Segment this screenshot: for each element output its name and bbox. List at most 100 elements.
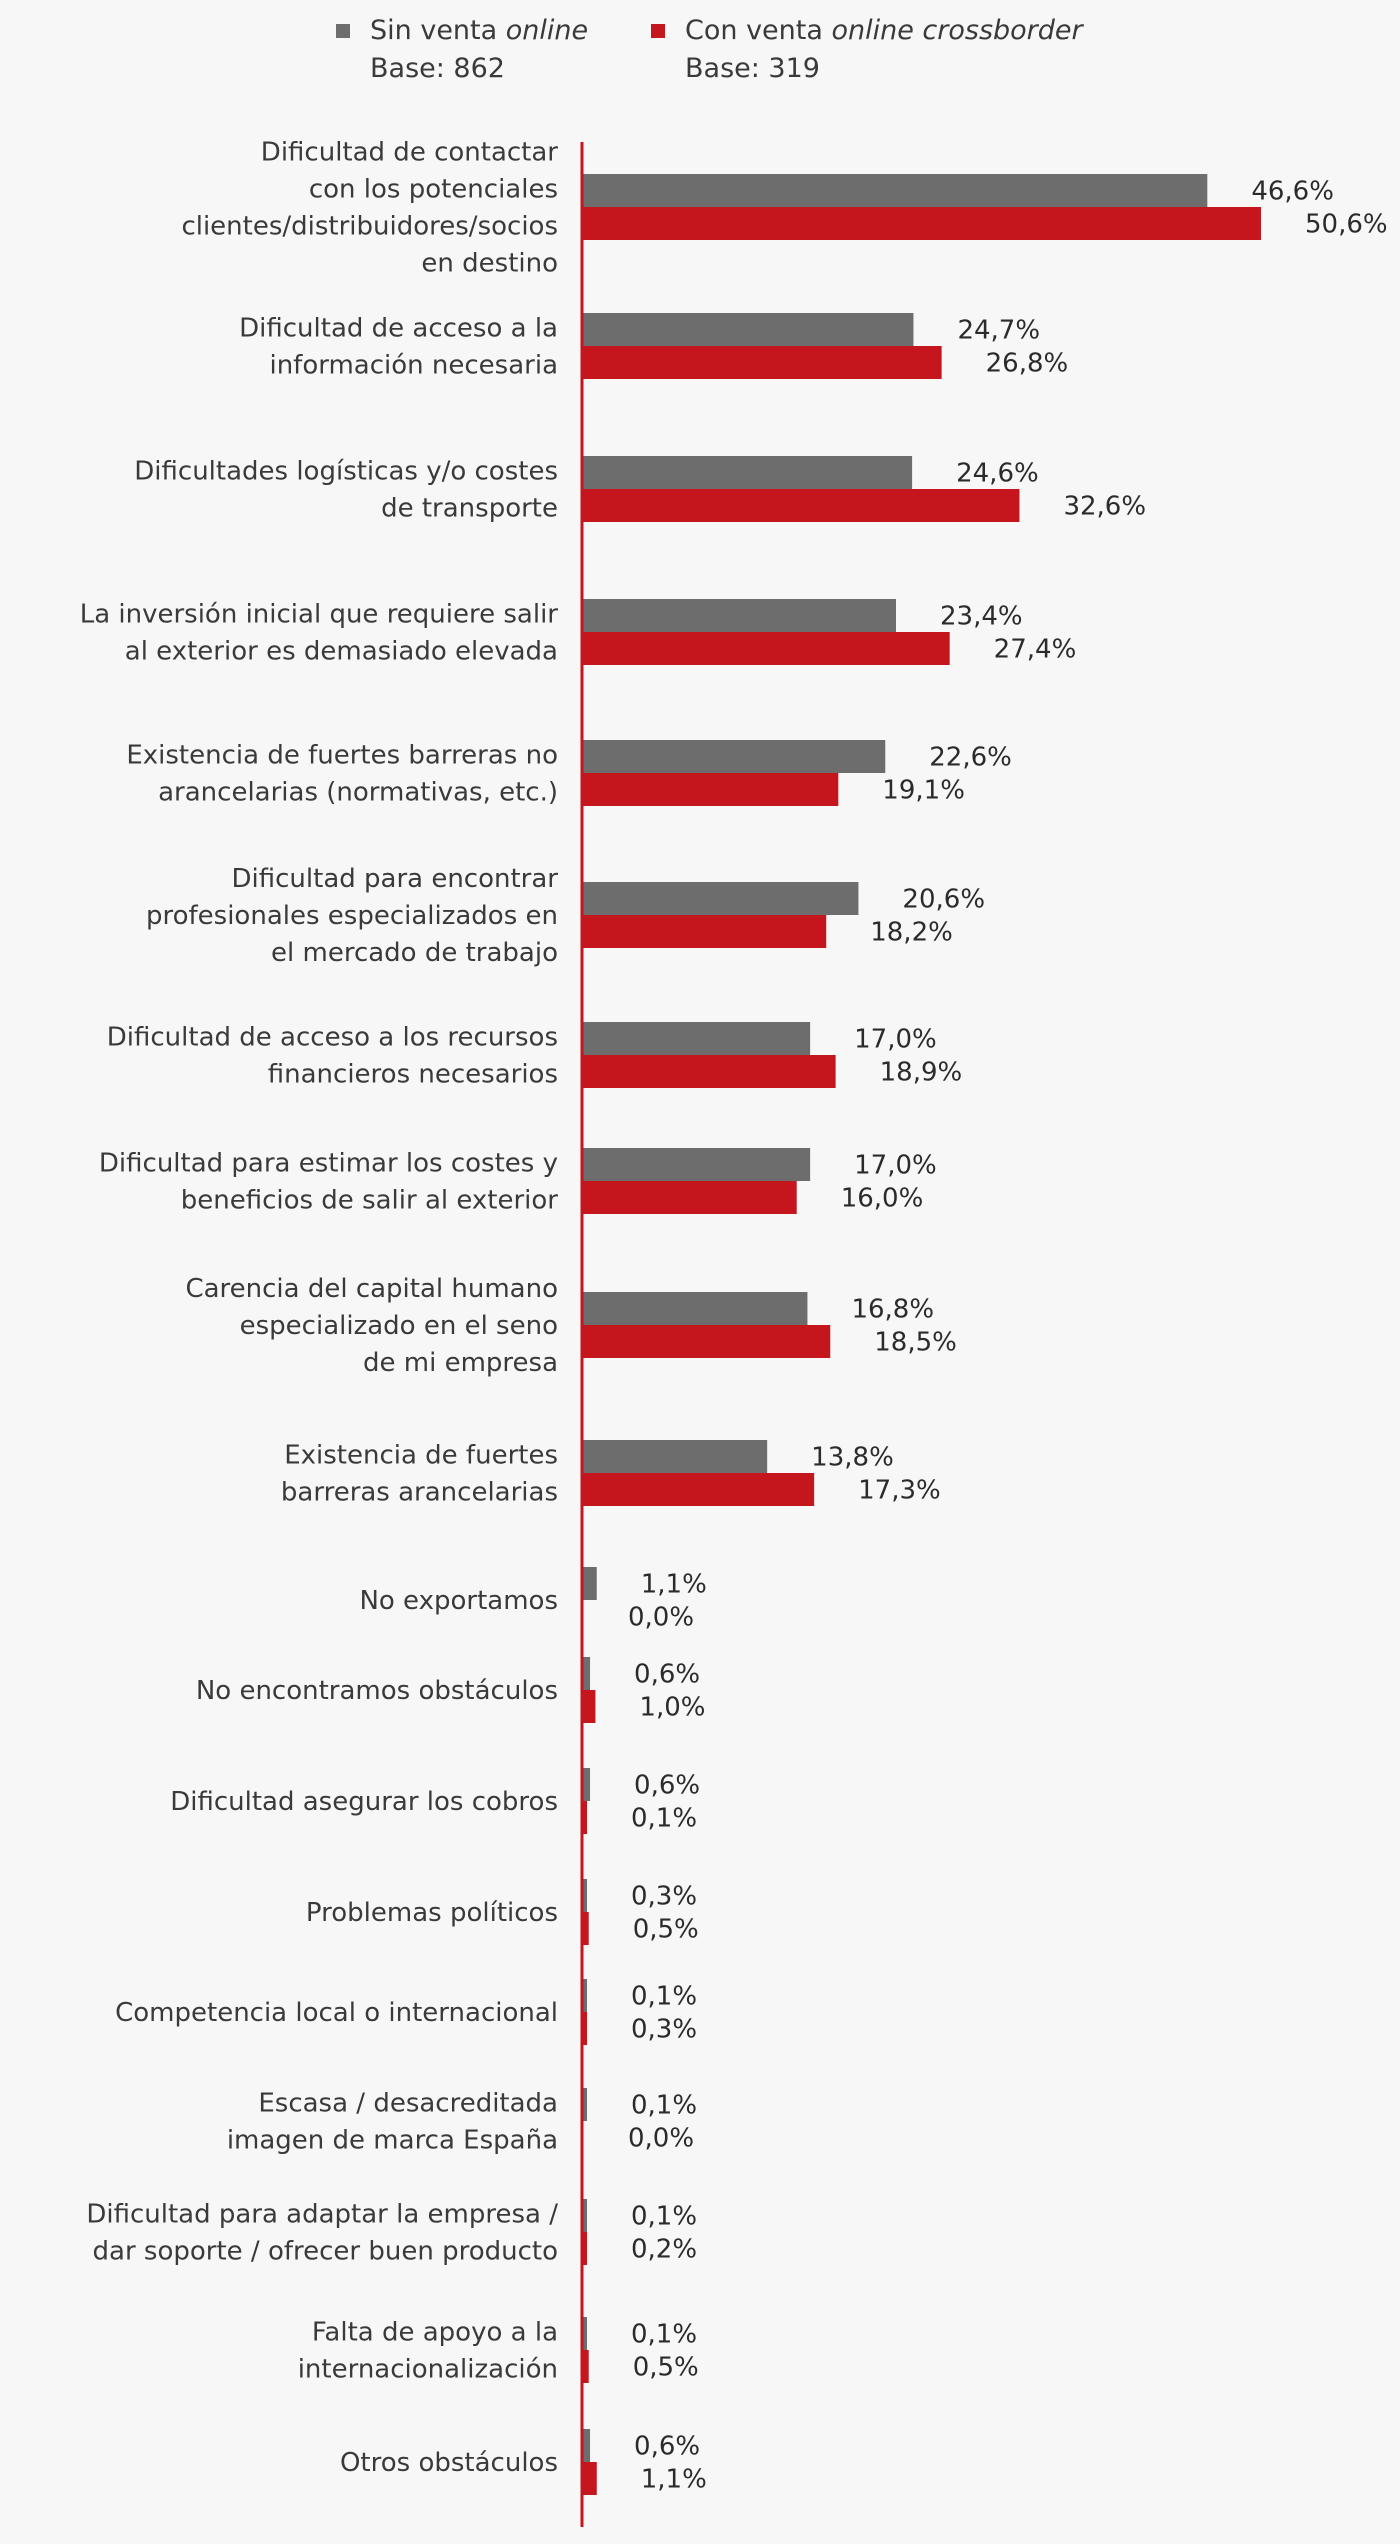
category-label: Dificultad para estimar los costes y bene… xyxy=(99,1149,558,1216)
data-label: 0,5% xyxy=(633,2353,699,2383)
data-label: 0,6% xyxy=(634,1660,700,1690)
legend: Sin venta online Base: 862 Con venta onl… xyxy=(0,0,1400,100)
legend-label-con-venta-online-crossborder: Con venta online crossborder xyxy=(685,15,1083,46)
bar-con-venta-online-crossborder xyxy=(582,1801,587,1834)
bar-con-venta-online-crossborder xyxy=(582,2232,587,2265)
category-label: Falta de apoyo a la internacionalización xyxy=(298,2318,558,2385)
bar-sin-venta-online xyxy=(582,599,897,632)
data-label: 46,6% xyxy=(1251,177,1334,207)
category-group: Existencia de fuertes barreras no arancel… xyxy=(126,740,1012,808)
category-group: Dificultades logísticas y/o costes de tra… xyxy=(134,456,1146,524)
category-label: Dificultad asegurar los cobros xyxy=(170,1787,558,1817)
bar-con-venta-online-crossborder xyxy=(582,1473,815,1506)
category-group: Escasa / desacreditada imagen de marca Es… xyxy=(227,2088,697,2156)
bar-con-venta-online-crossborder xyxy=(582,2350,589,2383)
category-label: Problemas políticos xyxy=(306,1898,558,1928)
bar-con-venta-online-crossborder xyxy=(582,2012,587,2045)
bar-con-venta-online-crossborder xyxy=(582,1055,836,1088)
data-label: 24,6% xyxy=(956,459,1039,489)
category-group: Otros obstáculos 0,6%1,1% xyxy=(340,2429,707,2495)
data-label: 26,8% xyxy=(986,349,1069,379)
data-label: 50,6% xyxy=(1305,210,1388,240)
data-label: 22,6% xyxy=(929,743,1012,773)
category-label: Otros obstáculos xyxy=(340,2448,558,2478)
category-group: No exportamos 1,1%0,0% xyxy=(359,1567,707,1633)
category-label: No encontramos obstáculos xyxy=(196,1676,558,1706)
data-label: 13,8% xyxy=(811,1443,894,1473)
bar-sin-venta-online xyxy=(582,313,914,346)
category-label: Dificultad de contactar con los potencial… xyxy=(181,138,558,279)
legend-swatch-gray xyxy=(336,24,350,38)
data-label: 19,1% xyxy=(882,776,965,806)
data-label: 16,0% xyxy=(841,1184,924,1214)
data-label: 20,6% xyxy=(902,885,985,915)
category-group: La inversión inicial que requiere salir a… xyxy=(80,599,1077,667)
data-label: 0,0% xyxy=(628,2124,694,2154)
category-group: Carencia del capital humano especializado… xyxy=(185,1274,956,1378)
bar-con-venta-online-crossborder xyxy=(582,346,942,379)
bar-sin-venta-online xyxy=(582,1979,587,2012)
data-label: 27,4% xyxy=(994,635,1077,665)
category-label: Dificultad para adaptar la empresa / dar … xyxy=(86,2200,558,2267)
bar-con-venta-online-crossborder xyxy=(582,1912,589,1945)
category-label: Escasa / desacreditada imagen de marca Es… xyxy=(227,2089,558,2156)
bar-con-venta-online-crossborder xyxy=(582,489,1020,522)
bar-sin-venta-online xyxy=(582,1440,768,1473)
category-group: Problemas políticos 0,3%0,5% xyxy=(306,1879,699,1945)
bar-sin-venta-online xyxy=(582,2199,587,2232)
data-label: 0,1% xyxy=(631,1982,697,2012)
category-label: La inversión inicial que requiere salir a… xyxy=(80,600,559,667)
bar-con-venta-online-crossborder xyxy=(582,773,839,806)
bar-sin-venta-online xyxy=(582,2429,591,2462)
data-label: 0,5% xyxy=(633,1915,699,1945)
category-group: Dificultad para adaptar la empresa / dar … xyxy=(86,2199,697,2267)
bar-con-venta-online-crossborder xyxy=(582,1181,797,1214)
data-label: 1,1% xyxy=(641,1570,707,1600)
data-label: 32,6% xyxy=(1063,492,1146,522)
category-group: Competencia local o internacional 0,1%0,3… xyxy=(115,1979,697,2045)
category-label: Competencia local o internacional xyxy=(115,1998,558,2028)
bar-con-venta-online-crossborder xyxy=(582,1690,596,1723)
legend-swatch-red xyxy=(651,24,665,38)
bar-sin-venta-online xyxy=(582,882,859,915)
category-label: Carencia del capital humano especializado… xyxy=(185,1274,558,1378)
data-label: 18,2% xyxy=(870,918,953,948)
data-label: 0,1% xyxy=(631,2202,697,2232)
data-label: 0,6% xyxy=(634,2432,700,2462)
bar-sin-venta-online xyxy=(582,1022,811,1055)
bar-con-venta-online-crossborder xyxy=(582,2462,597,2495)
bar-sin-venta-online xyxy=(582,1567,597,1600)
bar-sin-venta-online xyxy=(582,740,886,773)
category-group: Dificultad para estimar los costes y bene… xyxy=(99,1148,937,1216)
category-group: Dificultad de acceso a la información nec… xyxy=(239,313,1068,381)
bar-sin-venta-online xyxy=(582,2317,587,2350)
data-label: 23,4% xyxy=(940,602,1023,632)
category-group: Existencia de fuertes barreras arancelari… xyxy=(281,1440,941,1508)
bar-sin-venta-online xyxy=(582,1879,587,1912)
bar-con-venta-online-crossborder xyxy=(582,1325,831,1358)
category-label: Dificultades logísticas y/o costes de tra… xyxy=(134,457,558,524)
data-label: 0,1% xyxy=(631,2091,697,2121)
data-label: 0,3% xyxy=(631,2015,697,2045)
category-group: Dificultad de contactar con los potencial… xyxy=(181,138,1387,279)
data-label: 17,0% xyxy=(854,1025,937,1055)
bar-sin-venta-online xyxy=(582,1292,808,1325)
data-label: 1,0% xyxy=(639,1693,705,1723)
category-label: Dificultad para encontrar profesionales e… xyxy=(146,864,558,968)
category-group: Falta de apoyo a la internacionalización 0… xyxy=(298,2317,699,2385)
category-label: Dificultad de acceso a los recursos finan… xyxy=(107,1023,558,1090)
bar-con-venta-online-crossborder xyxy=(582,207,1261,240)
category-group: Dificultad asegurar los cobros 0,6%0,1% xyxy=(170,1768,700,1834)
data-label: 0,2% xyxy=(631,2235,697,2265)
data-label: 18,9% xyxy=(880,1058,963,1088)
bar-con-venta-online-crossborder xyxy=(582,915,827,948)
data-label: 1,1% xyxy=(641,2465,707,2495)
data-label: 18,5% xyxy=(874,1328,957,1358)
bar-sin-venta-online xyxy=(582,2088,587,2121)
data-label: 17,0% xyxy=(854,1151,937,1181)
category-group: Dificultad de acceso a los recursos finan… xyxy=(107,1022,962,1090)
bar-sin-venta-online xyxy=(582,456,913,489)
data-label: 0,0% xyxy=(628,1603,694,1633)
bar-sin-venta-online xyxy=(582,1148,811,1181)
